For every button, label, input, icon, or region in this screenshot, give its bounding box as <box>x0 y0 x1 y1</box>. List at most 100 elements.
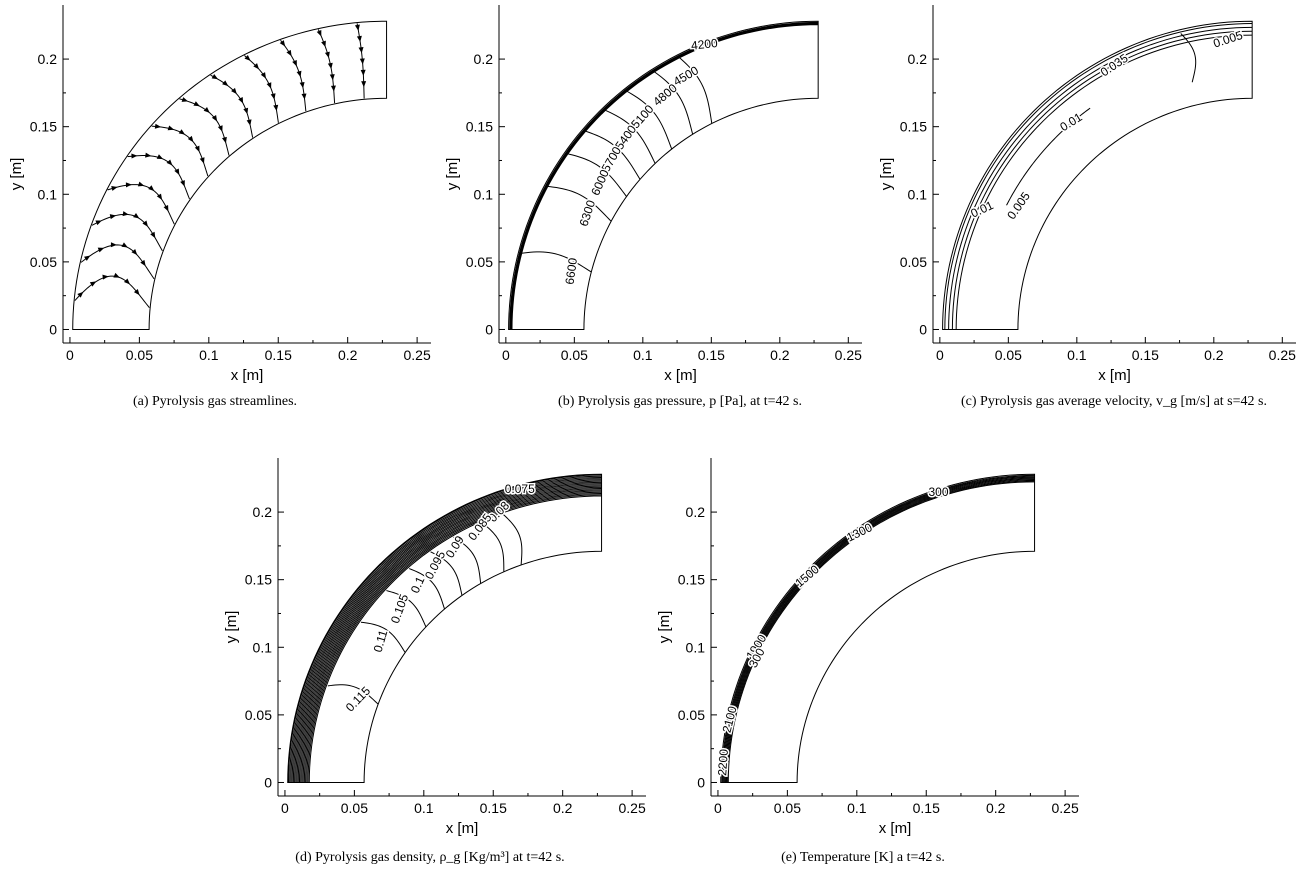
streamline-arrow <box>142 220 149 227</box>
contour-line <box>291 478 602 783</box>
y-tick-label: 0.15 <box>678 572 705 588</box>
contour-line <box>725 478 1035 783</box>
x-axis-label: x [m] <box>231 367 264 384</box>
y-tick-label: 0 <box>264 774 272 790</box>
streamline-arrow <box>329 74 335 81</box>
streamline-arrow <box>84 255 91 261</box>
x-tick-label: 0.25 <box>618 800 645 816</box>
x-tick-label: 0.2 <box>553 800 573 816</box>
contour-line <box>289 475 602 783</box>
x-tick-label: 0 <box>66 347 74 363</box>
panel-caption: (d) Pyrolysis gas density, ρ_g [Kg/m³] a… <box>295 850 564 865</box>
y-tick-label: 0.15 <box>466 119 493 135</box>
contour-line <box>955 34 1253 330</box>
streamline-arrow <box>360 69 366 76</box>
streamline-arrow <box>222 136 227 144</box>
contour-line <box>386 590 427 628</box>
y-tick-label: 0 <box>697 774 705 790</box>
streamline-arrow <box>133 213 140 219</box>
x-tick-label: 0.15 <box>913 800 940 816</box>
streamline-arrow <box>180 180 185 187</box>
y-tick-label: 0.2 <box>686 504 706 520</box>
panel-e: 0 0.05 0.1 0.15 0.2 0.25 0 0.05 0.1 0.15 0.2 x [m] y… <box>656 458 1079 865</box>
contour-label: 6000 <box>588 167 612 197</box>
panel-caption: (b) Pyrolysis gas pressure, p [Pa], at t… <box>558 394 802 409</box>
streamline-arrow <box>359 58 365 65</box>
streamline-arrow <box>131 153 138 159</box>
contour-line <box>511 24 819 330</box>
streamline-arrow <box>156 154 164 160</box>
streamline-arrow <box>102 274 109 280</box>
streamline-arrow <box>140 259 146 267</box>
streamline-arrow <box>95 220 102 226</box>
x-tick-label: 0.05 <box>126 347 153 363</box>
contour-line <box>287 474 602 783</box>
streamline-arrow <box>270 93 276 100</box>
x-tick-label: 0.15 <box>698 347 725 363</box>
contour-line <box>481 522 505 572</box>
x-tick-label: 0.1 <box>847 800 867 816</box>
streamline-arrow <box>211 74 219 80</box>
streamline-arrow <box>167 125 175 131</box>
x-axis-label: x [m] <box>446 820 479 837</box>
contour-line <box>653 70 694 135</box>
contour-line <box>303 490 602 783</box>
contour-label: 0.005 <box>1211 28 1244 51</box>
contour-line <box>951 30 1253 330</box>
contour-line <box>509 22 819 330</box>
streamline-arrow <box>316 29 322 37</box>
y-tick-label: 0.15 <box>30 119 57 135</box>
streamline-arrow <box>321 40 326 48</box>
panel-a: 0 0.05 0.1 0.15 0.2 0.25 0 0.05 0.1 0.15 0.2 x [m] y… <box>8 5 431 409</box>
x-tick-label: 0.25 <box>835 347 862 363</box>
contour-line <box>604 109 656 164</box>
contour-line <box>566 153 627 197</box>
streamline-arrow <box>174 168 180 175</box>
streamline-arrow <box>238 97 244 104</box>
y-axis-label: y [m] <box>444 158 461 191</box>
y-tick-label: 0.1 <box>474 186 494 202</box>
streamline-arrow <box>187 135 194 143</box>
contour-label: 2100 <box>720 704 740 734</box>
streamline-arrow <box>324 51 330 59</box>
streamline-arrow <box>203 107 210 113</box>
streamline-arrow <box>178 129 186 135</box>
streamline-arrow <box>133 288 140 296</box>
streamline-arrow <box>181 97 189 102</box>
x-tick-label: 0.25 <box>1051 800 1078 816</box>
streamline-arrow <box>356 35 362 43</box>
contour-label: 0.01 <box>1057 110 1085 134</box>
domain-boundary <box>942 20 1253 330</box>
contour-line <box>290 476 602 783</box>
x-tick-label: 0 <box>502 347 510 363</box>
streamline-arrow <box>292 60 297 67</box>
streamline-arrow <box>150 231 156 239</box>
x-axis-label: x [m] <box>664 367 697 384</box>
streamline-arrow <box>148 185 155 192</box>
contour-line <box>721 474 1035 783</box>
streamline-arrow <box>121 242 128 248</box>
y-tick-label: 0.05 <box>245 707 272 723</box>
streamline <box>244 55 279 123</box>
streamline-arrow <box>299 81 305 89</box>
contour-line <box>301 488 602 783</box>
y-axis-label: y [m] <box>656 611 673 644</box>
y-tick-label: 0.1 <box>38 186 58 202</box>
streamline-arrow <box>358 47 364 54</box>
streamline-arrow <box>273 104 279 112</box>
x-tick-label: 0.2 <box>338 347 358 363</box>
contour-line <box>727 481 1035 783</box>
y-tick-label: 0.15 <box>245 572 272 588</box>
streamline-arrow <box>110 242 117 248</box>
contour-line <box>360 621 406 653</box>
contour-line <box>502 513 523 565</box>
contour-label: 0.11 <box>371 628 391 654</box>
x-tick-label: 0.15 <box>265 347 292 363</box>
x-axis-label: x [m] <box>1098 367 1131 384</box>
x-tick-label: 0.05 <box>561 347 588 363</box>
y-tick-label: 0.1 <box>686 639 706 655</box>
streamline-arrow <box>113 272 120 278</box>
contour-line <box>944 23 1253 330</box>
panel-b: 0 0.05 0.1 0.15 0.2 0.25 0 0.05 0.1 0.15 0.2 x [m] y… <box>444 5 862 409</box>
panel-c: 0 0.05 0.1 0.15 0.2 0.25 0 0.05 0.1 0.15 0.2 x [m] y… <box>878 5 1296 409</box>
